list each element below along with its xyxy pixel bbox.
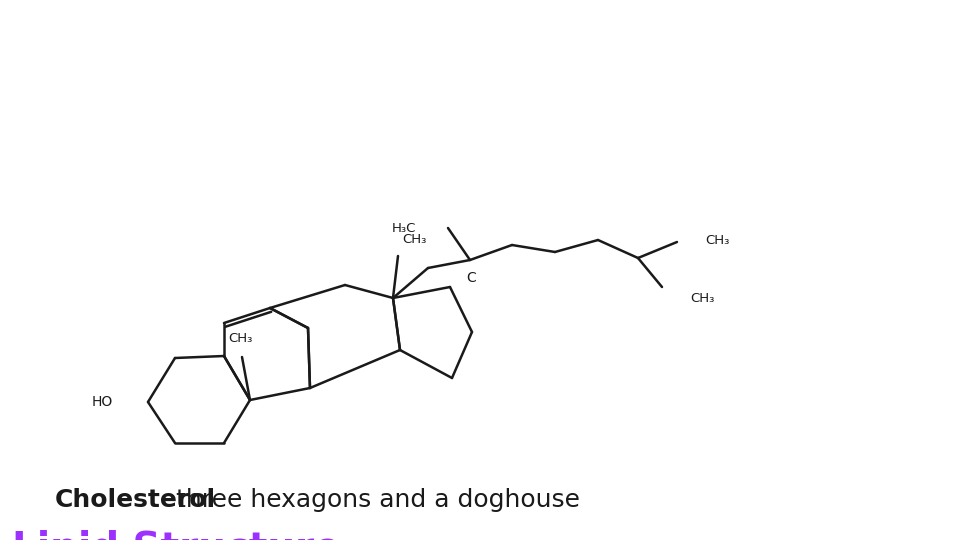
Text: HO: HO — [92, 395, 113, 409]
Text: CH₃: CH₃ — [705, 233, 730, 246]
Text: CH₃: CH₃ — [690, 292, 714, 305]
Text: CH₃: CH₃ — [402, 233, 426, 246]
Text: Cholesterol: Cholesterol — [55, 488, 216, 512]
Text: H₃C: H₃C — [392, 221, 416, 234]
Text: -three hexagons and a doghouse: -three hexagons and a doghouse — [167, 488, 580, 512]
Text: C: C — [467, 271, 476, 285]
Text: CH₃: CH₃ — [228, 332, 252, 345]
Text: Lipid Structure: Lipid Structure — [12, 530, 341, 540]
